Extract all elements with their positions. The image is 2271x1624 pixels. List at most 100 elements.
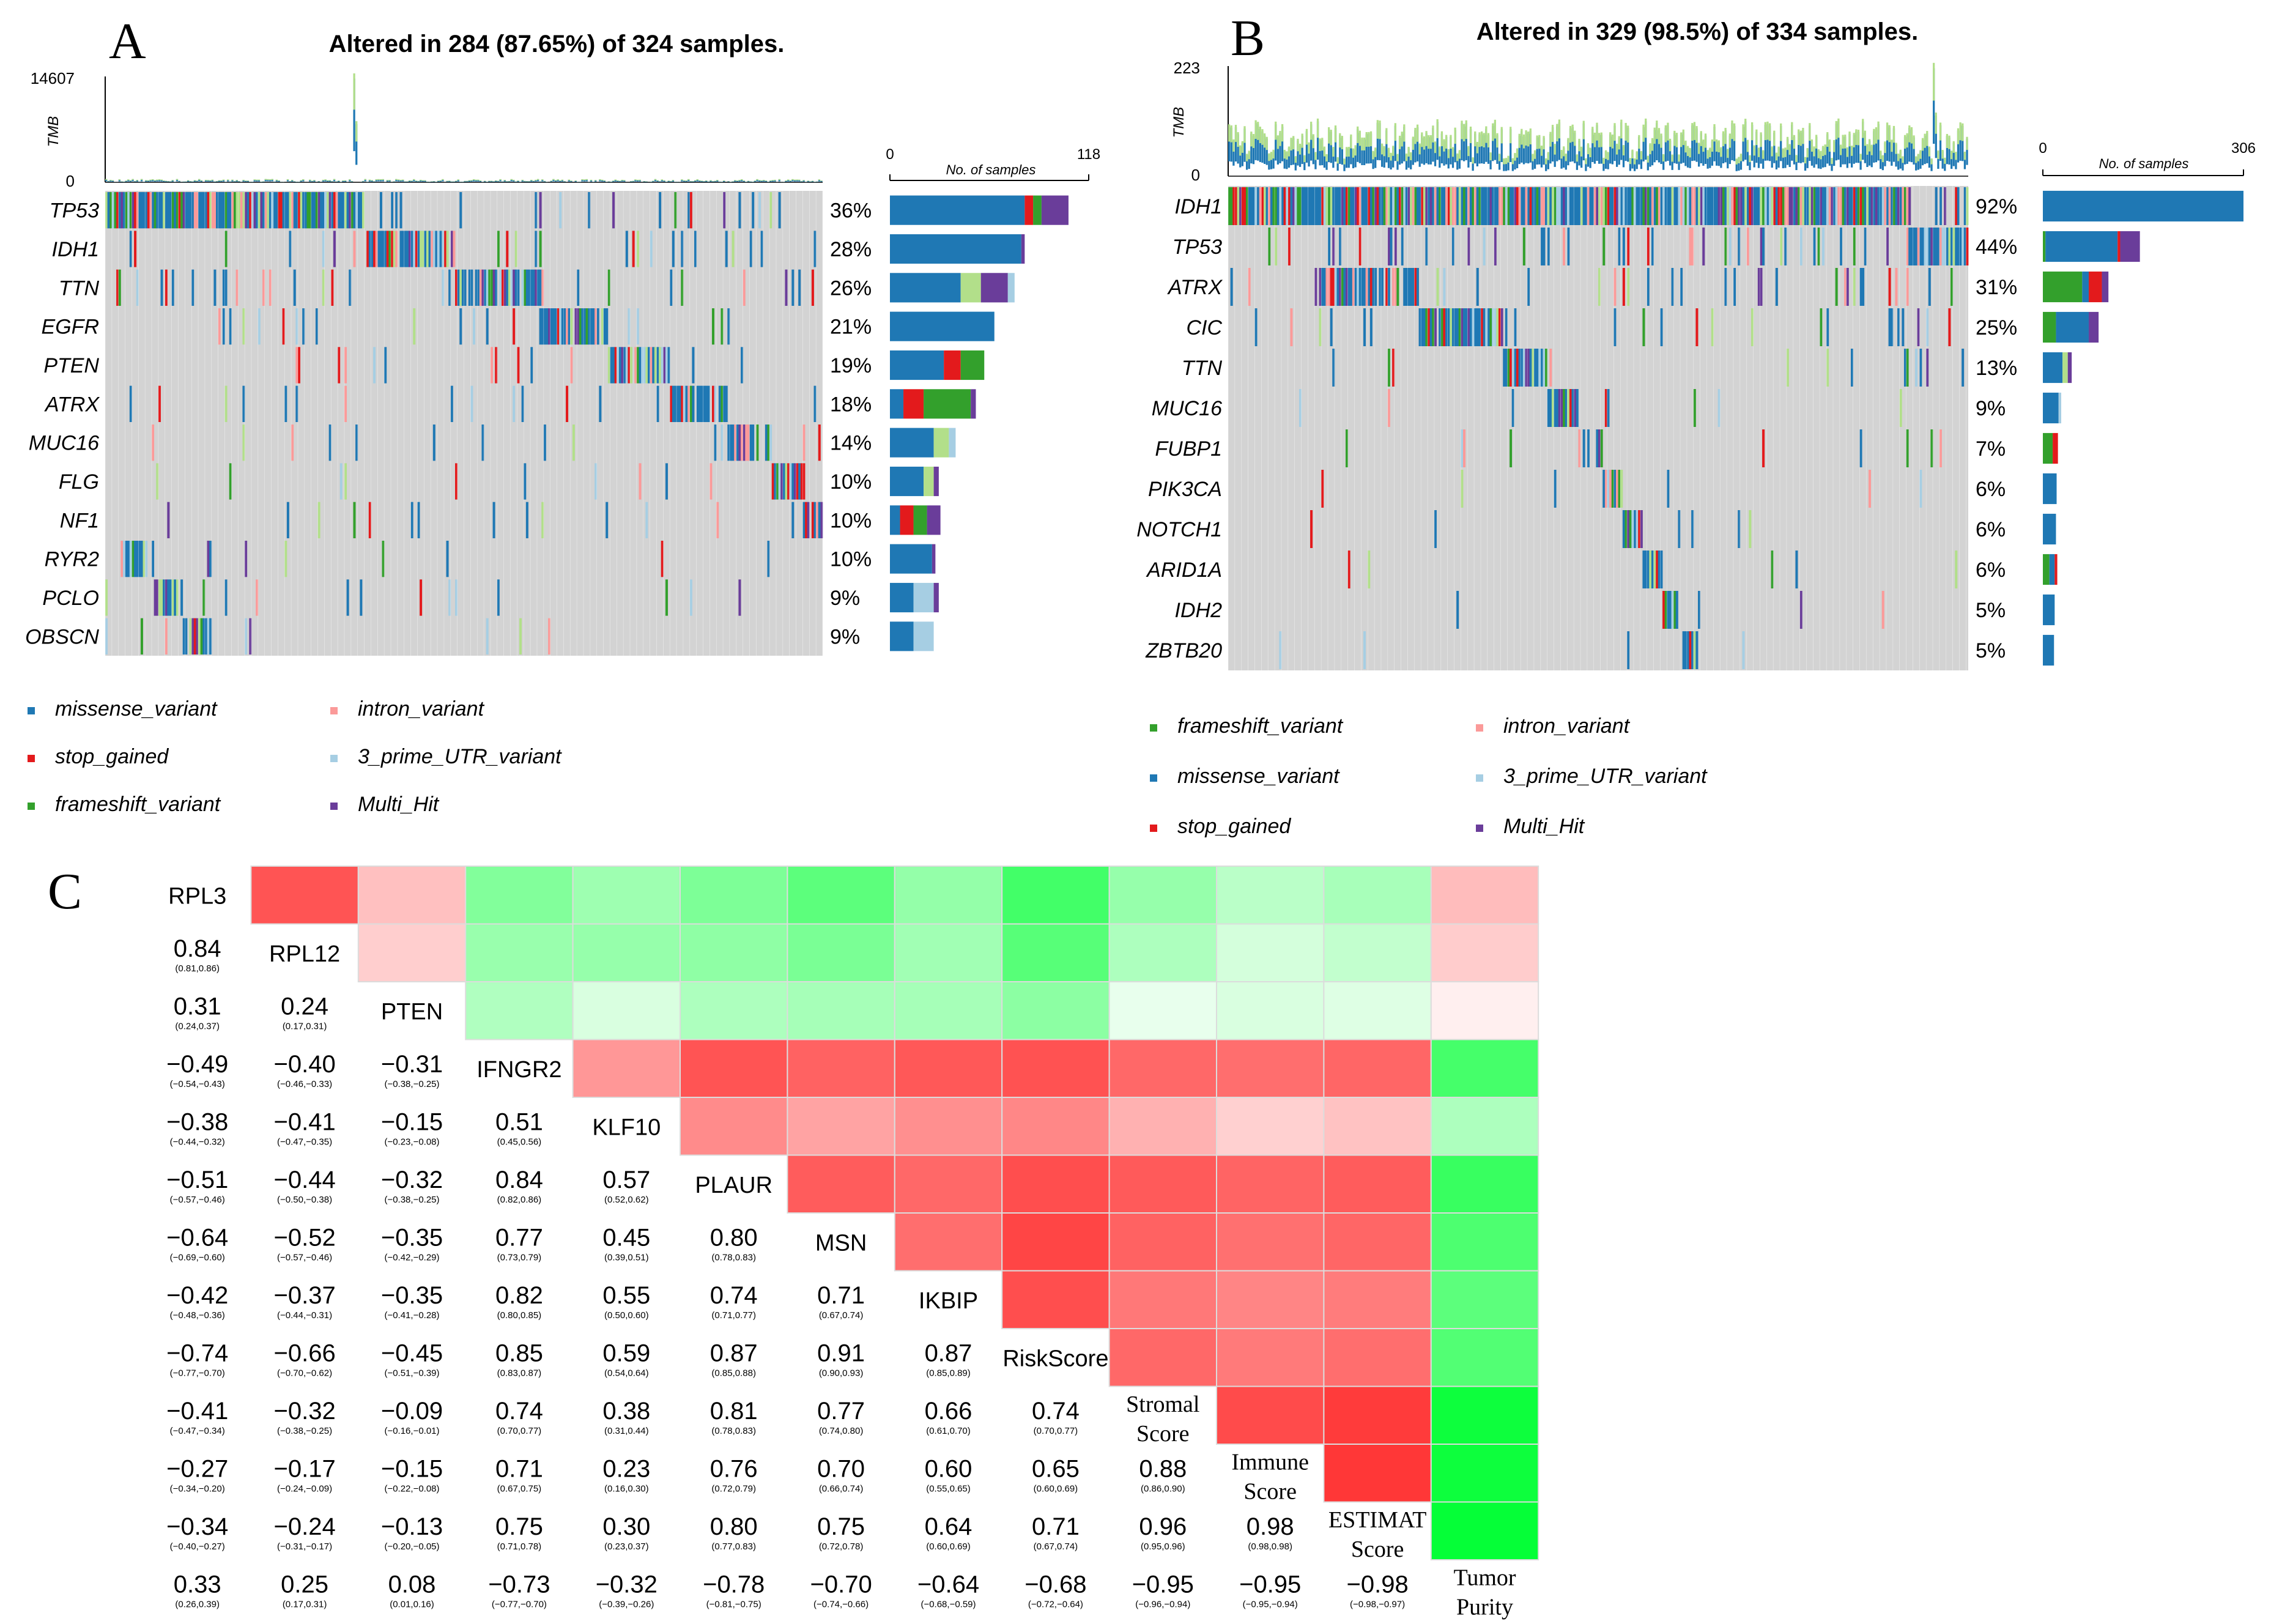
a-tmb-bar: [747, 180, 750, 182]
b-cell: [1930, 429, 1933, 467]
b-tmb-bar: [1352, 148, 1355, 158]
corr-value: −0.41: [273, 1108, 335, 1135]
b-cell: [1935, 228, 1938, 265]
b-legend-swatch: [1476, 774, 1483, 782]
b-cell: [1598, 429, 1601, 467]
a-tmb-bar: [402, 179, 404, 180]
a-tmb-bar: [499, 179, 502, 182]
b-tmb-bar: [1540, 146, 1543, 156]
b-tmb-bar: [1820, 150, 1822, 160]
a-tmb-bar: [132, 179, 134, 182]
b-cell: [1642, 551, 1645, 588]
b-tmb-bar: [1821, 147, 1825, 168]
a-cell: [603, 308, 606, 345]
b-cell: [1261, 187, 1264, 225]
b-tmb-bar: [1451, 148, 1454, 168]
b-tmb-bar: [1782, 148, 1784, 158]
a-cell: [200, 618, 203, 654]
a-cell: [499, 269, 502, 306]
b-count-bar: [2043, 634, 2054, 666]
b-row-ATRX: [1230, 268, 1954, 306]
a-cell: [158, 385, 161, 422]
a-cell: [479, 269, 482, 306]
a-tmb-bar: [630, 181, 632, 182]
a-tmb-bar: [207, 180, 209, 182]
a-cell: [140, 192, 143, 229]
b-tmb-bar: [1268, 154, 1270, 170]
b-tmb-bar: [1656, 121, 1658, 139]
a-row-TTN: [116, 269, 814, 306]
a-tmb-bar: [448, 180, 451, 182]
b-tmb-bar: [1412, 138, 1414, 165]
b-cell: [1341, 268, 1344, 306]
a-cell: [488, 269, 491, 306]
a-tmb-bar: [692, 181, 694, 182]
a-cell: [791, 502, 795, 538]
corr-cell: [1323, 1270, 1432, 1329]
b-cell: [1232, 187, 1236, 225]
a-tmb-bar: [278, 180, 280, 181]
a-tmb-bar: [661, 179, 663, 182]
a-cell: [163, 579, 166, 616]
b-cell: [1611, 187, 1614, 225]
b-cell: [1403, 268, 1406, 306]
a-cell: [395, 192, 398, 229]
b-tmb-bar: [1563, 146, 1565, 157]
b-cell: [1633, 510, 1636, 548]
a-legend-swatch: [330, 755, 338, 762]
a-tmb-bar: [681, 179, 683, 182]
b-cell: [1820, 187, 1823, 225]
b-cell: [1638, 187, 1641, 225]
corr-ci: (0.31,0.44): [604, 1426, 649, 1436]
b-cell: [1330, 268, 1333, 306]
corr-value: 0.45: [602, 1224, 650, 1251]
b-tmb-bar: [1658, 128, 1661, 144]
a-cell: [280, 192, 283, 229]
a-cell: [207, 618, 210, 654]
b-cell: [1305, 187, 1308, 225]
a-tmb-bar: [278, 180, 280, 182]
a-cell: [432, 425, 435, 461]
b-tmb-bar: [1325, 155, 1328, 170]
corr-value: −0.34: [166, 1513, 228, 1540]
b-cell: [1773, 187, 1776, 225]
a-cell: [204, 192, 207, 229]
a-cell: [339, 192, 343, 229]
a-cell: [665, 347, 668, 384]
b-tmb-bar: [1321, 139, 1324, 166]
a-cell: [371, 231, 374, 267]
a-tmb-bar: [311, 180, 313, 182]
b-tmb-bar: [1368, 132, 1370, 147]
panel-a-tmb-min: 0: [66, 172, 75, 190]
b-cell: [1434, 187, 1437, 225]
a-cell: [621, 347, 624, 384]
b-cell: [1387, 349, 1390, 387]
b-cell: [1429, 308, 1432, 346]
b-cell: [1248, 268, 1251, 306]
b-tmb-bar: [1456, 153, 1459, 161]
b-tmb-bar: [1720, 148, 1722, 168]
b-count-bar: [2056, 311, 2089, 343]
a-tmb-bar: [375, 179, 377, 182]
b-cell: [1602, 187, 1606, 225]
b-cell: [1428, 187, 1431, 225]
a-tmb-bar: [322, 180, 325, 182]
a-cell: [339, 463, 343, 500]
b-cell: [1469, 187, 1472, 225]
a-cell: [530, 269, 533, 306]
b-cell: [1547, 228, 1550, 265]
b-count-bar: [2043, 432, 2053, 464]
corr-value: −0.52: [273, 1224, 335, 1251]
b-tmb-bar: [1673, 133, 1676, 163]
b-tmb-bar: [1959, 125, 1962, 161]
corr-ci: (0.67,0.74): [819, 1310, 864, 1321]
b-cell: [1782, 187, 1785, 225]
a-tmb-bar: [793, 179, 796, 182]
b-tmb-bar: [1574, 133, 1576, 163]
a-cell: [670, 269, 673, 306]
corr-cell: [1216, 1385, 1325, 1445]
b-percent-label: 6%: [1976, 558, 2006, 582]
b-tmb-bar: [1383, 147, 1385, 168]
b-cell: [1230, 268, 1233, 306]
